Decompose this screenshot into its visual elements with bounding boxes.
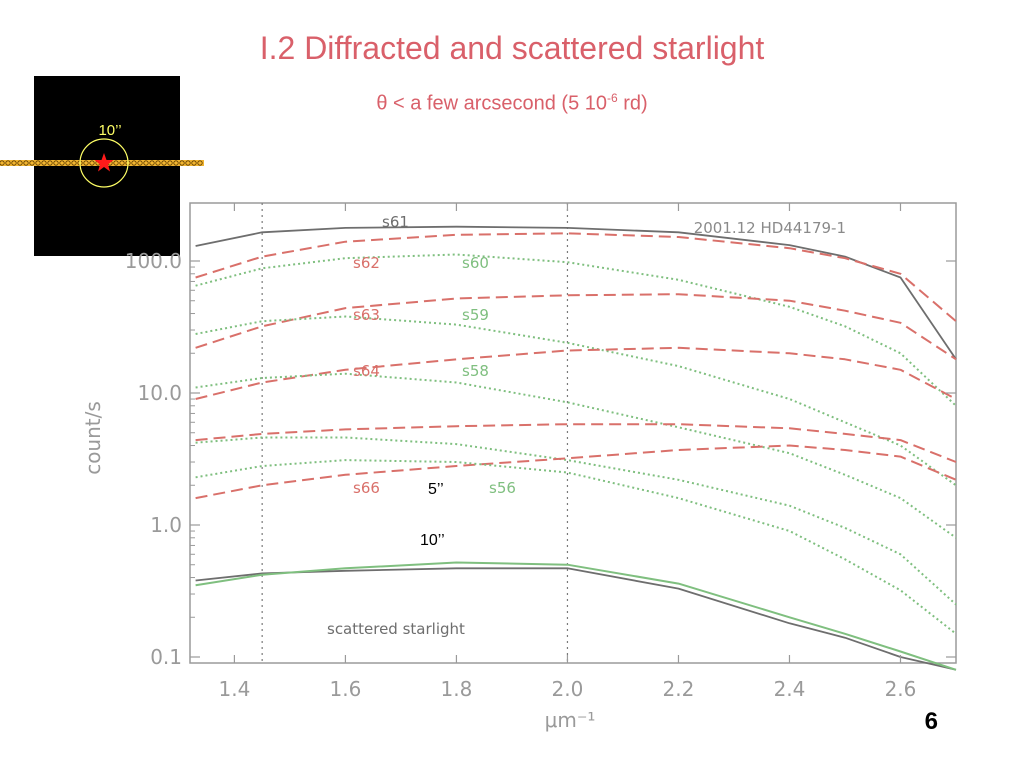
series-line-s61	[195, 225, 957, 360]
series-line-s58	[195, 372, 957, 539]
slit-bead	[155, 160, 161, 166]
slit-bead	[0, 160, 5, 166]
series-layer	[195, 225, 957, 671]
series-line-s66	[195, 444, 957, 500]
x-tick-label-4: 2.2	[663, 677, 695, 701]
slit-bead	[185, 160, 191, 166]
y-tick-label-0: 0.1	[150, 645, 182, 669]
subtitle-tail: rd)	[617, 92, 648, 115]
slit-bead	[47, 160, 53, 166]
series-line-s60	[195, 253, 957, 407]
label-s62: s62	[353, 254, 380, 272]
y-tick-label-1: 1.0	[150, 513, 182, 537]
series-line-unlabeled-12	[195, 561, 957, 671]
x-tick-label-6: 2.6	[885, 677, 917, 701]
label-s61: s61	[382, 213, 409, 231]
slit-bead	[143, 160, 149, 166]
x-tick-label-0: 1.4	[218, 677, 250, 701]
series-line-s64	[195, 346, 957, 400]
y-axis-label: count/s	[81, 401, 105, 475]
slit-bead	[167, 160, 173, 166]
slit-bead	[29, 160, 35, 166]
plot-guides	[261, 203, 569, 663]
label-s63: s63	[353, 306, 380, 324]
annotation-5-arcsec: 5’’	[428, 481, 444, 498]
slit-bead	[149, 160, 155, 166]
slit-bead	[119, 160, 125, 166]
slit-bead	[173, 160, 179, 166]
slide-subtitle: θ < a few arcsecond (5 10-6 rd)	[0, 91, 1024, 116]
series-line-unlabeled-8	[195, 436, 957, 606]
series-line-s56	[195, 459, 957, 635]
slit-bead	[41, 160, 47, 166]
red-star-icon	[94, 153, 114, 172]
series-line-unlabeled-7	[195, 423, 957, 463]
annotation-10-arcsec: 10’’	[420, 532, 445, 549]
series-line-s62	[195, 232, 957, 322]
slit-bead	[161, 160, 167, 166]
page-number: 6	[924, 708, 938, 735]
plot-frame	[189, 202, 957, 664]
label-s58: s58	[462, 362, 489, 380]
slit-inset-image: 10’’	[0, 76, 204, 256]
slit-bead	[137, 160, 143, 166]
slit-bead	[65, 160, 71, 166]
slit-bead	[5, 160, 11, 166]
label-scattered-starlight: scattered starlight	[327, 620, 465, 638]
slit-bead	[113, 160, 119, 166]
subtitle-exponent: -6	[607, 91, 618, 105]
slit-bead	[17, 160, 23, 166]
label-s64: s64	[353, 362, 380, 380]
slit-bead	[191, 160, 197, 166]
slit-bead	[11, 160, 17, 166]
slit-bead	[53, 160, 59, 166]
slit-bead	[83, 160, 89, 166]
series-line-s63	[195, 293, 957, 361]
slit-bead	[179, 160, 185, 166]
plot-border	[189, 202, 957, 664]
label-s56: s56	[489, 479, 516, 497]
slit-bead	[59, 160, 65, 166]
series-line-s59	[195, 315, 957, 487]
slide-title: I.2 Diffracted and scattered starlight	[259, 30, 765, 66]
y-tick-label-2: 10.0	[137, 381, 182, 405]
x-tick-label-5: 2.4	[774, 677, 806, 701]
x-tick-label-2: 1.8	[441, 677, 473, 701]
slit-bead	[35, 160, 41, 166]
chart-annotation-id: 2001.12 HD44179-1	[694, 219, 846, 237]
axis-ticks: 1.4 1.6 1.8 2.0 2.2 2.4 2.6 0.1 1.0 10.0 100.0	[125, 203, 956, 701]
slit-bead	[197, 160, 203, 166]
label-s66: s66	[353, 479, 380, 497]
slit-bead	[89, 160, 95, 166]
x-tick-label-3: 2.0	[552, 677, 584, 701]
x-tick-label-1: 1.6	[330, 677, 362, 701]
inset-circle-label: 10’’	[98, 122, 121, 139]
slit-bead	[23, 160, 29, 166]
subtitle-main: θ < a few arcsecond (5 10	[376, 92, 608, 115]
series-line-scattered-starlight	[195, 567, 957, 671]
label-s60: s60	[462, 254, 489, 272]
y-tick-label-3: 100.0	[125, 249, 182, 273]
x-axis-label: μm⁻¹	[545, 708, 596, 732]
slit-bead	[71, 160, 77, 166]
aperture-circle	[79, 138, 129, 188]
slit-bead	[131, 160, 137, 166]
label-s59: s59	[462, 306, 489, 324]
